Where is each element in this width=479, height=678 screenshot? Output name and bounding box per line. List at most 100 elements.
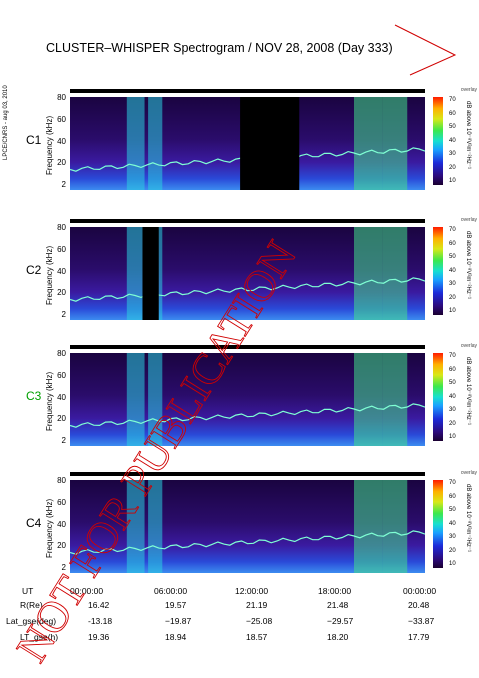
y-tick-label: 20 [57, 414, 66, 424]
colorbar-tick: 20 [449, 294, 456, 301]
y-tick-label: 60 [57, 497, 66, 507]
colorbar-tick: 70 [449, 480, 456, 486]
colorbar-tick: 10 [449, 178, 456, 184]
y-tick-label: 80 [57, 476, 66, 485]
colorbar-tick: 50 [449, 124, 456, 130]
ephemeris-value: −25.08 [246, 616, 273, 626]
ephemeris-value: 18.94 [165, 632, 187, 642]
y-tick-label: 40 [57, 519, 66, 529]
overlay-label: overlay [460, 87, 477, 93]
colorbar-tick: 20 [449, 547, 456, 554]
colorbar-tick: 30 [449, 281, 456, 287]
ephemeris-value: 17.79 [408, 632, 430, 642]
colorbar-tick: 30 [449, 151, 456, 157]
colorbar-tick: 70 [449, 227, 456, 233]
colorbar-tick: 60 [449, 493, 456, 500]
ephemeris-value: 21.48 [327, 600, 349, 610]
emission-burst [148, 353, 163, 446]
x-tick-label: 00:00:00 [403, 586, 437, 596]
ephemeris-value: −33.87 [408, 616, 435, 626]
ephemeris-label: LT_gse(h) [20, 632, 59, 642]
plasma-frequency-line [70, 403, 425, 428]
colorbar-tick: 30 [449, 534, 456, 540]
x-axis-label: UT [22, 586, 34, 596]
status-bar [70, 472, 425, 476]
y-tick-label: 2 [61, 180, 66, 189]
emission-burst [354, 480, 383, 573]
x-tick-label: 06:00:00 [154, 586, 188, 596]
y-tick-label: 60 [57, 370, 66, 380]
colorbar-tick: 10 [449, 434, 456, 440]
emission-burst [354, 353, 383, 446]
colorbar-tick: 10 [449, 308, 456, 314]
status-bar [70, 89, 425, 93]
spectrogram-overlay [70, 227, 425, 320]
y-tick-label: 80 [57, 349, 66, 358]
spectrogram-panel [70, 227, 425, 320]
emission-burst [354, 227, 383, 320]
emission-burst [382, 353, 408, 446]
watermark-text: NOT FOR PUBLICATION [7, 232, 306, 670]
emission-burst [382, 480, 408, 573]
ephemeris-label: Lat_gse(deg) [6, 616, 57, 626]
status-bar [70, 345, 425, 349]
spectrogram-overlay [70, 480, 425, 573]
colorbar [433, 97, 443, 185]
y-tick-label: 2 [61, 436, 66, 445]
colorbar [433, 227, 443, 315]
colorbar-tick: 20 [449, 420, 456, 427]
y-tick-label: 40 [57, 266, 66, 276]
data-gap [142, 227, 159, 320]
spectrogram-panel [70, 353, 425, 446]
spectrogram-overlay [70, 97, 425, 190]
colorbar-tick: 10 [449, 561, 456, 567]
colorbar-tick: 50 [449, 507, 456, 513]
ephemeris-value: 21.19 [246, 600, 268, 610]
y-tick-label: 80 [57, 93, 66, 102]
ephemeris-value: 19.57 [165, 600, 187, 610]
y-tick-label: 20 [57, 541, 66, 551]
colorbar-tick: 70 [449, 353, 456, 359]
ephemeris-value: −19.87 [165, 616, 192, 626]
y-tick-label: 60 [57, 244, 66, 254]
colorbar-tick: 40 [449, 520, 456, 527]
spectrogram-panel [70, 97, 425, 190]
panel-label: C4 [26, 516, 42, 530]
colorbar-tick: 20 [449, 164, 456, 171]
spectrogram-panel [70, 480, 425, 573]
colorbar [433, 480, 443, 568]
overlay-label: overlay [460, 343, 477, 349]
y-tick-label: 20 [57, 158, 66, 168]
emission-burst [148, 480, 163, 573]
emission-burst [382, 227, 408, 320]
colorbar-tick: 40 [449, 393, 456, 400]
colorbar-tick: 50 [449, 254, 456, 260]
overlay-label: overlay [460, 217, 477, 223]
panel-label: C2 [26, 263, 42, 277]
y-tick-label: 80 [57, 223, 66, 232]
y-tick-label: 60 [57, 114, 66, 124]
colorbar-tick: 40 [449, 137, 456, 144]
ephemeris-value: 18.57 [246, 632, 268, 642]
y-tick-label: 40 [57, 136, 66, 146]
panel-label: C1 [26, 133, 42, 147]
ephemeris-value: −29.57 [327, 616, 354, 626]
colorbar-tick: 60 [449, 240, 456, 247]
colorbar-tick: 70 [449, 97, 456, 103]
y-tick-label: 2 [61, 310, 66, 319]
x-tick-label: 00:00:00 [70, 586, 104, 596]
plasma-frequency-line [70, 277, 425, 302]
emission-burst [354, 97, 383, 190]
emission-burst [148, 97, 163, 190]
colorbar-tick: 40 [449, 267, 456, 274]
emission-burst [382, 97, 408, 190]
panel-label: C3 [26, 389, 42, 403]
x-tick-label: 12:00:00 [235, 586, 269, 596]
ephemeris-value: 16.42 [88, 600, 110, 610]
ephemeris-value: 18.20 [327, 632, 349, 642]
ephemeris-value: -13.18 [88, 616, 113, 626]
y-tick-label: 2 [61, 563, 66, 572]
colorbar-tick: 60 [449, 110, 456, 117]
data-gap [240, 97, 300, 190]
status-bar [70, 219, 425, 223]
